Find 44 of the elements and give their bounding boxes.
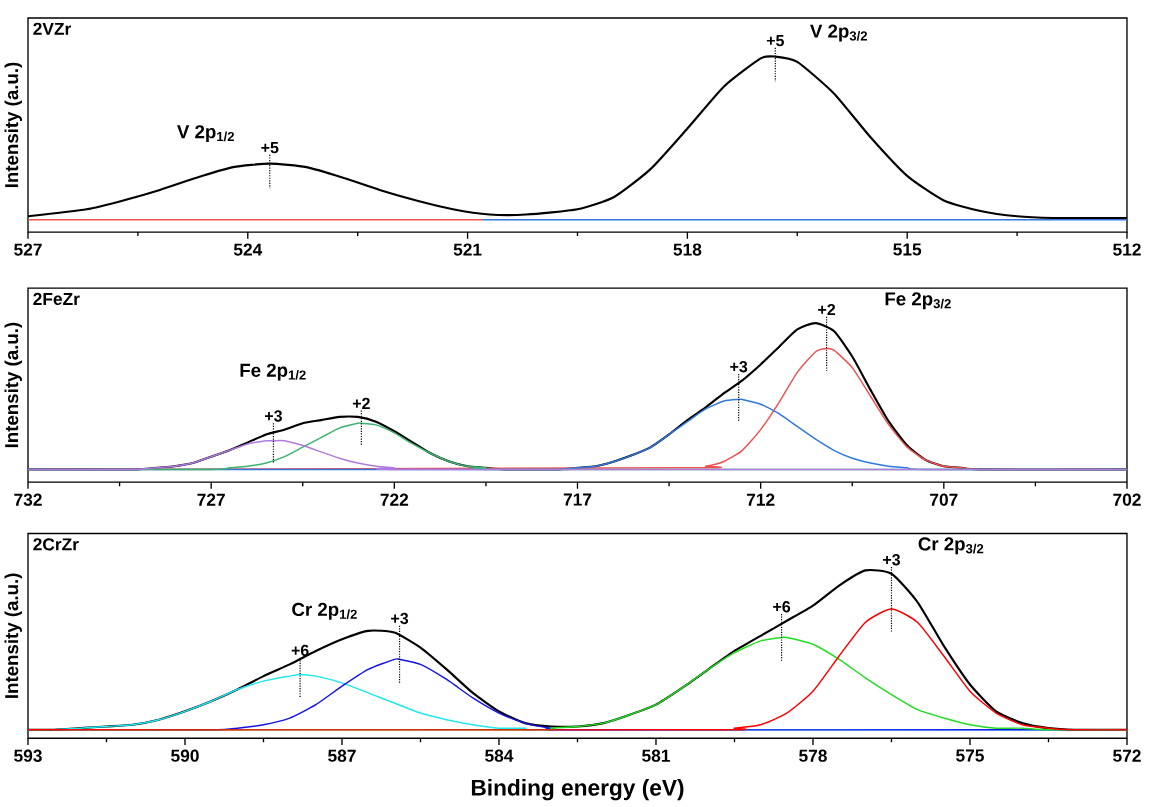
annotation: +5 xyxy=(766,35,784,47)
text: V 2p$_{3/2}$ xyxy=(810,24,868,42)
y-axis-title: Intensity (a.u.) xyxy=(4,62,22,188)
annotation: Fe 2p$_{1/2}$ xyxy=(240,363,306,381)
x-tick-label: 578 xyxy=(799,749,827,762)
x-tick-label: 512 xyxy=(1113,243,1141,256)
chart-title: 2CrZr xyxy=(33,538,79,551)
annotation: +5 xyxy=(261,142,279,154)
annotation: Cr 2p$_{1/2}$ xyxy=(292,602,357,620)
x-tick-label: 732 xyxy=(14,493,42,506)
x-tick-label: 584 xyxy=(485,749,514,762)
annotation: +3 xyxy=(730,361,748,373)
text: Fe 2p$_{3/2}$ xyxy=(885,292,951,310)
x-tick-label: 527 xyxy=(14,243,42,256)
annotation: +2 xyxy=(818,303,836,316)
x-axis-title: Binding energy (eV) xyxy=(471,779,684,801)
x-tick-label: 717 xyxy=(563,493,592,506)
annotation: +6 xyxy=(773,601,791,613)
x-tick-label: 518 xyxy=(673,243,702,256)
y-axis-title: Intensity (a.u.) xyxy=(4,322,22,448)
x-tick-label: 590 xyxy=(171,749,199,762)
x-tick-label: 722 xyxy=(380,493,409,506)
annotation: V 2p$_{1/2}$ xyxy=(177,125,234,143)
y-axis-title: Intensity (a.u.) xyxy=(4,573,22,698)
annotation: +3 xyxy=(883,554,901,566)
annotation: +6 xyxy=(291,644,309,657)
chart-title: 2FeZr xyxy=(33,292,80,306)
x-tick-label: 727 xyxy=(197,493,225,506)
annotation: +3 xyxy=(264,410,282,422)
annotation: +2 xyxy=(352,397,370,410)
x-tick-label: 702 xyxy=(1113,493,1141,506)
x-tick-label: 581 xyxy=(642,749,670,762)
x-tick-label: 572 xyxy=(1113,749,1141,762)
x-tick-label: 707 xyxy=(930,493,958,506)
x-tick-label: 521 xyxy=(453,243,482,256)
annotation: +3 xyxy=(391,612,409,625)
x-tick-label: 515 xyxy=(893,243,922,256)
x-tick-label: 593 xyxy=(14,749,42,762)
x-tick-label: 524 xyxy=(233,243,263,256)
x-tick-label: 575 xyxy=(956,749,984,762)
chart-title: 2VZr xyxy=(33,22,71,35)
x-tick-label: 587 xyxy=(328,749,356,762)
x-tick-label: 712 xyxy=(746,493,775,506)
text: Cr 2p$_{3/2}$ xyxy=(918,537,984,555)
